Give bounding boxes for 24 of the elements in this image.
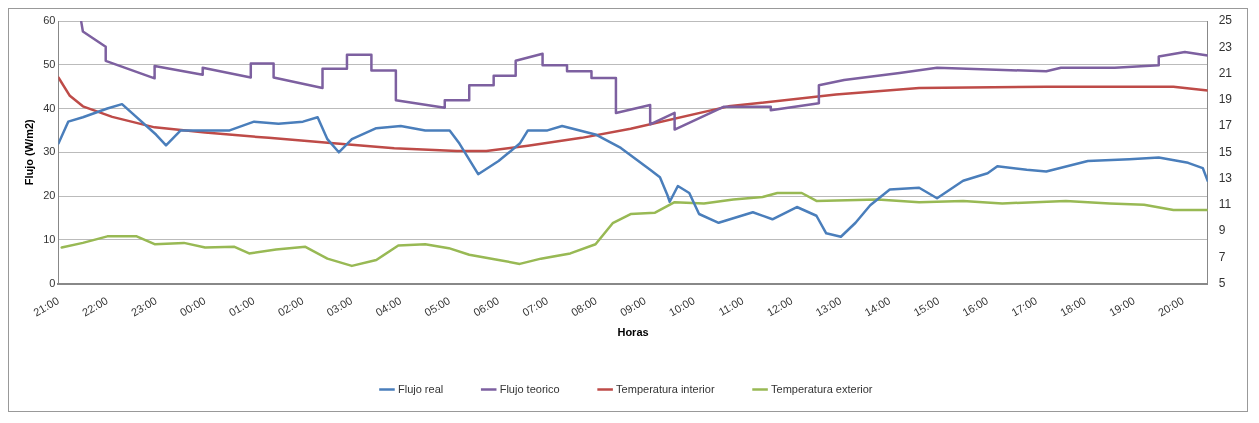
y-tick-label: 40 bbox=[43, 101, 56, 114]
y2-tick-label: 13 bbox=[1218, 170, 1233, 185]
y2-tick-label: 25 bbox=[1218, 13, 1233, 28]
legend-label: Flujo real bbox=[397, 382, 444, 395]
y-tick-label: 60 bbox=[43, 14, 56, 27]
y2-tick-label: 23 bbox=[1218, 39, 1233, 54]
y2-tick-label: 11 bbox=[1218, 197, 1232, 212]
y2-tick-label: 5 bbox=[1218, 275, 1226, 290]
y2-tick-label: 7 bbox=[1218, 249, 1226, 264]
legend-label: Flujo teorico bbox=[499, 382, 560, 395]
y2-tick-label: 17 bbox=[1218, 118, 1233, 133]
legend-label: Temperatura interior bbox=[616, 382, 715, 395]
y-axis-title: Flujo (W/m2) bbox=[22, 118, 35, 186]
y-tick-label: 0 bbox=[49, 276, 56, 289]
y-tick-label: 30 bbox=[43, 145, 56, 158]
y-tick-label: 50 bbox=[43, 57, 56, 70]
y-tick-label: 20 bbox=[43, 189, 56, 202]
legend-label: Temperatura exterior bbox=[771, 382, 873, 395]
y2-tick-label: 19 bbox=[1218, 92, 1233, 107]
y-tick-label: 10 bbox=[43, 232, 56, 245]
y2-tick-label: 15 bbox=[1218, 144, 1233, 159]
y2-tick-label: 21 bbox=[1218, 65, 1233, 80]
x-axis-title: Horas bbox=[617, 326, 649, 339]
y2-tick-label: 9 bbox=[1218, 223, 1226, 238]
